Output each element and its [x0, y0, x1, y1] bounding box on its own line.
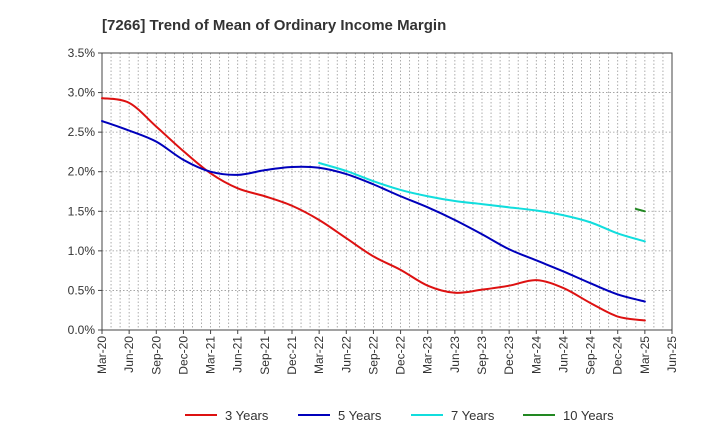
- y-tick-label: 3.0%: [68, 86, 96, 100]
- y-tick-label: 1.0%: [68, 244, 96, 258]
- x-tick-label: Sep-23: [475, 336, 489, 375]
- x-tick-label: Dec-21: [285, 336, 299, 375]
- x-tick-label: Mar-22: [312, 336, 326, 374]
- legend-label: 3 Years: [225, 408, 269, 423]
- y-tick-label: 2.0%: [68, 165, 96, 179]
- legend-label: 5 Years: [338, 408, 382, 423]
- plot-border: [101, 52, 673, 331]
- x-tick-label: Jun-24: [556, 336, 570, 373]
- x-tick-label: Dec-23: [502, 336, 516, 375]
- x-tick-label: Mar-23: [421, 336, 435, 374]
- x-tick-label: Sep-22: [366, 336, 380, 375]
- chart-title: [7266] Trend of Mean of Ordinary Income …: [102, 17, 446, 34]
- legend: 3 Years 5 Years 7 Years 10 Years: [185, 408, 614, 423]
- x-tick-label: Jun-22: [339, 336, 353, 373]
- x-tick-label: Jun-21: [231, 336, 245, 373]
- x-tick-label: Jun-25: [665, 336, 679, 373]
- x-tick-label: Dec-24: [611, 336, 625, 375]
- series-line-3-years: [101, 97, 646, 322]
- series-line-10-years: [634, 207, 646, 213]
- x-tick-label: Mar-25: [638, 336, 652, 374]
- x-tick-label: Sep-20: [149, 336, 163, 375]
- x-tick-label: Mar-24: [529, 336, 543, 374]
- legend-label: 10 Years: [563, 408, 614, 423]
- series-line-7-years: [318, 162, 646, 243]
- x-tick-label: Jun-20: [122, 336, 136, 373]
- plot-area: 0.0% 0.5% 1.0% 1.5% 2.0% 2.5% 3.0% 3.5% Mar-20 Ju…: [68, 46, 679, 375]
- y-tick-label: 0.5%: [68, 283, 96, 297]
- x-tick-label: Dec-22: [394, 336, 408, 375]
- x-tick-label: Sep-24: [584, 336, 598, 375]
- y-tick-label: 3.5%: [68, 46, 96, 60]
- x-tick-label: Sep-21: [258, 336, 272, 375]
- y-tick-label: 0.0%: [68, 323, 96, 337]
- x-tick-label: Jun-23: [448, 336, 462, 373]
- y-tick-label: 2.5%: [68, 125, 96, 139]
- x-tick-label: Dec-20: [176, 336, 190, 375]
- y-tick-label: 1.5%: [68, 204, 96, 218]
- x-tick-label: Mar-20: [95, 336, 109, 374]
- legend-label: 7 Years: [451, 408, 495, 423]
- series-line-5-years: [101, 120, 646, 303]
- x-tick-label: Mar-21: [204, 336, 218, 374]
